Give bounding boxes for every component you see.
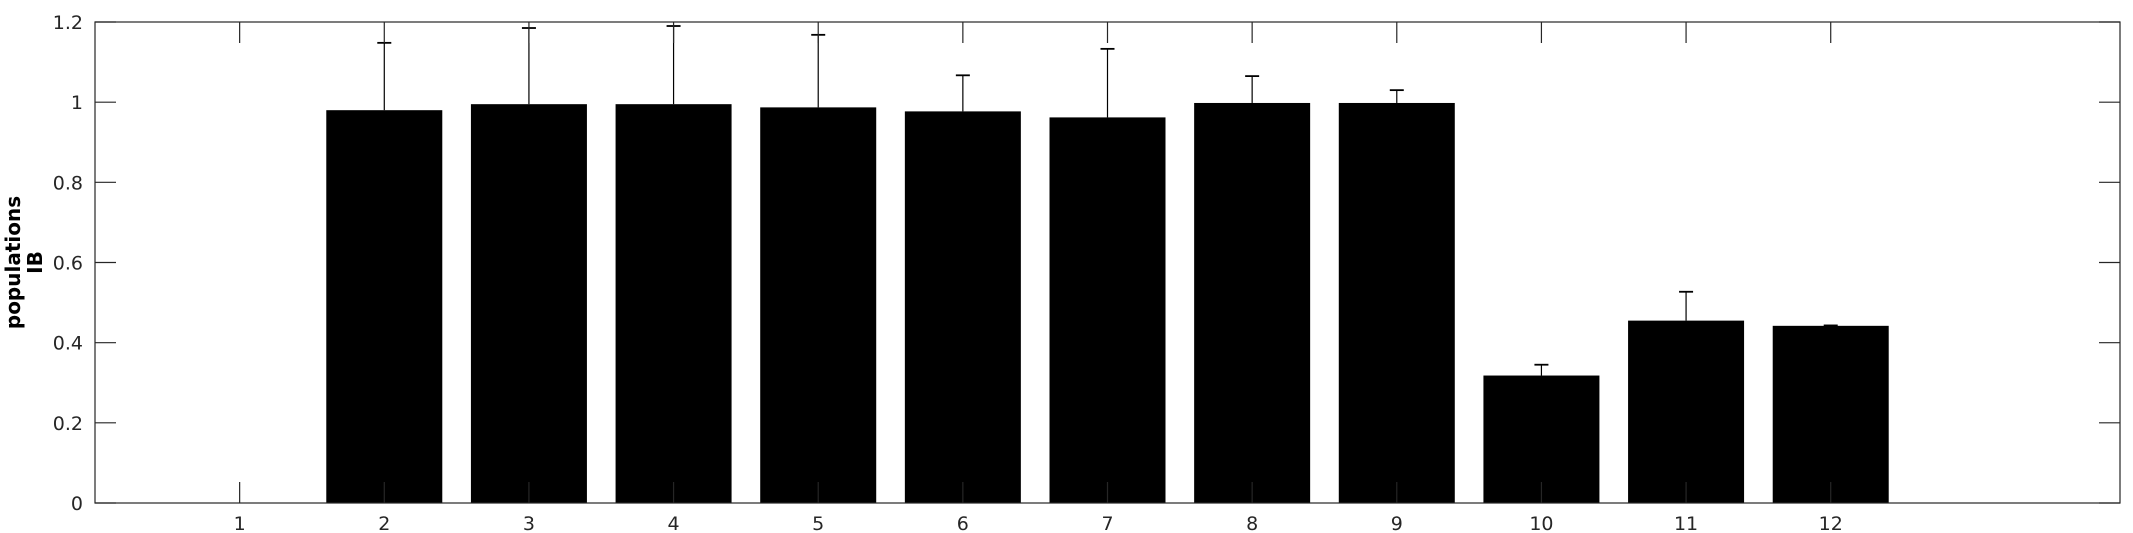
- x-tick-label: 9: [1391, 513, 1403, 533]
- x-tick-label: 5: [812, 513, 824, 533]
- x-tick-label: 6: [957, 513, 969, 533]
- x-tick-label: 12: [1819, 513, 1843, 533]
- y-axis-title-line: populations: [1, 196, 25, 329]
- bar-7: [1049, 117, 1166, 504]
- labels-layer: 00.20.40.60.811.21 2 3 4 5 6 7 8 9 10 11 12populati…: [1, 12, 1843, 533]
- x-tick-label: 10: [1529, 513, 1553, 533]
- bar-8: [1194, 102, 1311, 504]
- x-tick-label: 2: [378, 513, 390, 533]
- bar-11: [1628, 320, 1745, 503]
- y-tick-label: 0.8: [53, 172, 83, 194]
- x-tick-label: 11: [1674, 513, 1698, 533]
- y-axis-title-line: IB: [23, 251, 47, 274]
- x-tick-label: 3: [523, 513, 535, 533]
- y-tick-label: 1.2: [53, 12, 83, 34]
- bar-6: [904, 111, 1021, 503]
- y-tick-label: 0.4: [53, 333, 83, 355]
- y-tick-label: 0.2: [53, 413, 83, 435]
- bar-12: [1772, 325, 1889, 503]
- bar-3: [470, 104, 587, 503]
- y-tick-label: 1: [71, 92, 83, 114]
- bar-2: [326, 110, 443, 503]
- x-tick-label: 7: [1101, 513, 1113, 533]
- y-tick-label: 0: [71, 493, 83, 515]
- bar-9: [1338, 102, 1455, 504]
- bar-5: [760, 107, 877, 503]
- x-tick-label: 8: [1246, 513, 1258, 533]
- bar-4: [615, 104, 732, 503]
- error-bars-layer: [377, 25, 1838, 376]
- y-tick-label: 0.6: [53, 253, 83, 275]
- x-tick-label: 1: [234, 513, 246, 533]
- x-tick-label: 4: [668, 513, 680, 533]
- bars-layer: [326, 102, 1889, 504]
- bar-10: [1483, 375, 1600, 503]
- axes-layer: [94, 21, 2121, 504]
